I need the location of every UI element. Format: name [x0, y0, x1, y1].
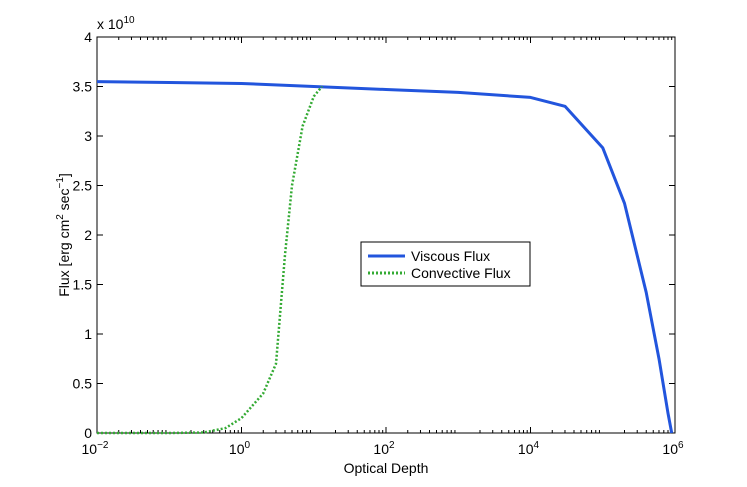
x-tick-base: 10 [82, 441, 98, 457]
y-tick-label: 0 [84, 425, 92, 441]
x-tick-labels: 10−2 100 102 104 106 [82, 440, 685, 457]
y-tick-label: 3 [84, 128, 92, 144]
plot-area [96, 36, 676, 434]
x-tick-base: 10 [662, 441, 678, 457]
legend-label-convective-flux: Convective Flux [411, 265, 511, 281]
y-tick-label: 3.5 [73, 79, 93, 95]
x-tick-label: 104 [518, 440, 540, 457]
x-tick-exp: 0 [245, 440, 251, 451]
y-tick-label: 2.5 [73, 178, 93, 194]
x-tick-base: 10 [518, 441, 534, 457]
x-tick-exp: 4 [534, 440, 540, 451]
x-tick-label: 10−2 [82, 440, 109, 457]
legend-box [360, 241, 531, 287]
y-tick-label: 0.5 [73, 376, 93, 392]
y-tick-labels: 0 0.5 1 1.5 2 2.5 3 3.5 4 [73, 29, 93, 441]
y-tick-label: 4 [84, 29, 92, 45]
y-tick-label: 2 [84, 227, 92, 243]
x-axis-label: Optical Depth [344, 460, 429, 476]
y-multiplier: x 1010 [97, 15, 135, 32]
x-tick-label: 100 [229, 440, 251, 457]
x-tick-exp: −2 [97, 440, 109, 451]
series-layer [96, 80, 674, 435]
series-line-convective-flux [97, 85, 323, 435]
x-tick-exp: 6 [678, 440, 684, 451]
x-tick-label: 106 [662, 440, 684, 457]
y-tick-label: 1 [84, 326, 92, 342]
x-tick-base: 10 [229, 441, 245, 457]
x-tick-exp: 2 [389, 440, 395, 451]
legend: Viscous Flux Convective Flux [360, 241, 531, 287]
x-tick-label: 102 [373, 440, 395, 457]
legend-label-viscous-flux: Viscous Flux [411, 248, 490, 264]
y-tick-label: 1.5 [73, 277, 93, 293]
series-line-viscous-flux [96, 80, 674, 434]
y-axis-label: Flux [erg cm2 sec−1] [55, 173, 72, 297]
axis-ticks [96, 36, 676, 434]
x-tick-base: 10 [373, 441, 389, 457]
